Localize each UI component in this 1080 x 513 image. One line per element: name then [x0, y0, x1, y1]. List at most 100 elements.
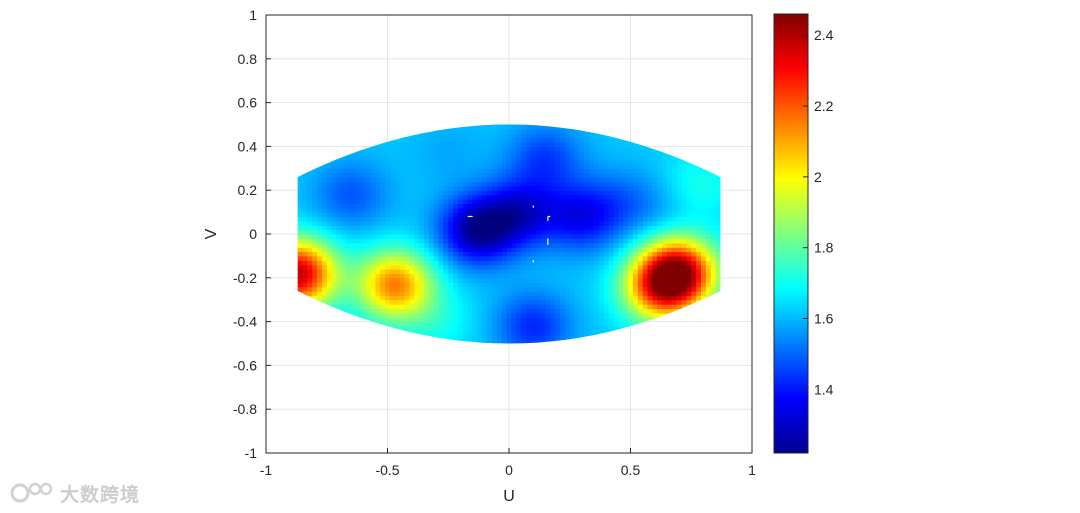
heatmap-cell: [599, 168, 605, 173]
heatmap-cell: [497, 146, 503, 151]
heatmap-cell: [497, 186, 503, 191]
heatmap-cell: [366, 313, 372, 318]
heatmap-cell: [439, 330, 445, 335]
y-tick-label: -0.2: [233, 270, 257, 286]
heatmap-cell: [351, 291, 357, 296]
heatmap-cell: [409, 260, 415, 265]
heatmap-cell: [550, 138, 556, 143]
heatmap-cell: [332, 238, 338, 243]
heatmap-cell: [414, 265, 420, 270]
heatmap-cell: [390, 195, 396, 200]
heatmap-cell: [546, 208, 552, 213]
heatmap-cell: [570, 186, 576, 191]
heatmap-cell: [502, 155, 508, 160]
heatmap-cell: [439, 155, 445, 160]
heatmap-cell: [609, 322, 615, 327]
heatmap-cell: [424, 138, 430, 143]
heatmap-cell: [405, 142, 411, 147]
heatmap-cell: [521, 221, 527, 226]
heatmap-cell: [424, 313, 430, 318]
heatmap-cell: [419, 304, 425, 309]
heatmap-cell: [589, 181, 595, 186]
heatmap-cell: [497, 317, 503, 322]
heatmap-cell: [322, 243, 328, 248]
heatmap-cell: [594, 177, 600, 182]
heatmap-cell: [580, 278, 586, 283]
heatmap-cell: [298, 247, 304, 252]
heatmap-cell: [701, 256, 707, 261]
heatmap-cell: [302, 278, 308, 283]
heatmap-cell: [492, 335, 498, 340]
heatmap-cell: [652, 217, 658, 222]
heatmap-cell: [677, 287, 683, 292]
heatmap-cell: [298, 186, 304, 191]
heatmap-cell: [453, 252, 459, 257]
heatmap-cell: [686, 291, 692, 296]
heatmap-cell: [638, 221, 644, 226]
heatmap-cell: [531, 265, 537, 270]
heatmap-cell: [546, 195, 552, 200]
heatmap-cell: [497, 256, 503, 261]
heatmap-cell: [405, 252, 411, 257]
heatmap-cell: [570, 304, 576, 309]
heatmap-cell: [322, 291, 328, 296]
heatmap-cell: [584, 322, 590, 327]
heatmap-cell: [638, 168, 644, 173]
heatmap-cell: [487, 181, 493, 186]
heatmap-cell: [623, 243, 629, 248]
heatmap-cell: [424, 225, 430, 230]
heatmap-cell: [711, 195, 717, 200]
heatmap-cell: [443, 221, 449, 226]
heatmap-cell: [332, 287, 338, 292]
heatmap-cell: [599, 238, 605, 243]
heatmap-cell: [594, 146, 600, 151]
heatmap-cell: [395, 155, 401, 160]
heatmap-cell: [419, 269, 425, 274]
heatmap-cell: [463, 164, 469, 169]
heatmap-cell: [570, 230, 576, 235]
heatmap-cell: [468, 300, 474, 305]
heatmap-cell: [332, 199, 338, 204]
heatmap-cell: [332, 221, 338, 226]
heatmap-cell: [405, 221, 411, 226]
heatmap-cell: [686, 164, 692, 169]
heatmap-cell: [341, 177, 347, 182]
heatmap-cell: [492, 330, 498, 335]
heatmap-cell: [356, 203, 362, 208]
heatmap-cell: [482, 278, 488, 283]
heatmap-cell: [648, 195, 654, 200]
heatmap-cell: [448, 335, 454, 340]
heatmap-cell: [667, 217, 673, 222]
heatmap-cell: [570, 138, 576, 143]
heatmap-cell: [580, 177, 586, 182]
heatmap-cell: [672, 199, 678, 204]
heatmap-cell: [662, 221, 668, 226]
heatmap-cell: [346, 252, 352, 257]
heatmap-cell: [711, 203, 717, 208]
heatmap-cell: [409, 138, 415, 143]
heatmap-cell: [356, 273, 362, 278]
heatmap-cell: [599, 295, 605, 300]
heatmap-cell: [400, 317, 406, 322]
heatmap-cell: [511, 129, 517, 134]
heatmap-cell: [443, 225, 449, 230]
heatmap-cell: [429, 155, 435, 160]
heatmap-cell: [332, 173, 338, 178]
heatmap-cell: [502, 177, 508, 182]
heatmap-cell: [507, 129, 512, 134]
heatmap-cell: [580, 260, 586, 265]
heatmap-cell: [375, 181, 381, 186]
heatmap-cell: [366, 217, 372, 222]
heatmap-cell: [395, 212, 401, 217]
heatmap-cell: [312, 234, 318, 239]
heatmap-cell: [686, 208, 692, 213]
heatmap-cell: [580, 164, 586, 169]
plot-area: -1-0.500.51 10.80.60.40.20-0.2-0.4-0.6-0…: [203, 7, 756, 505]
heatmap-cell: [550, 313, 556, 318]
heatmap-cell: [453, 309, 459, 314]
heatmap-cell: [599, 260, 605, 265]
heatmap-cell: [385, 304, 391, 309]
heatmap-cell: [298, 265, 304, 270]
heatmap-cell: [453, 330, 459, 335]
heatmap-cell: [439, 313, 445, 318]
